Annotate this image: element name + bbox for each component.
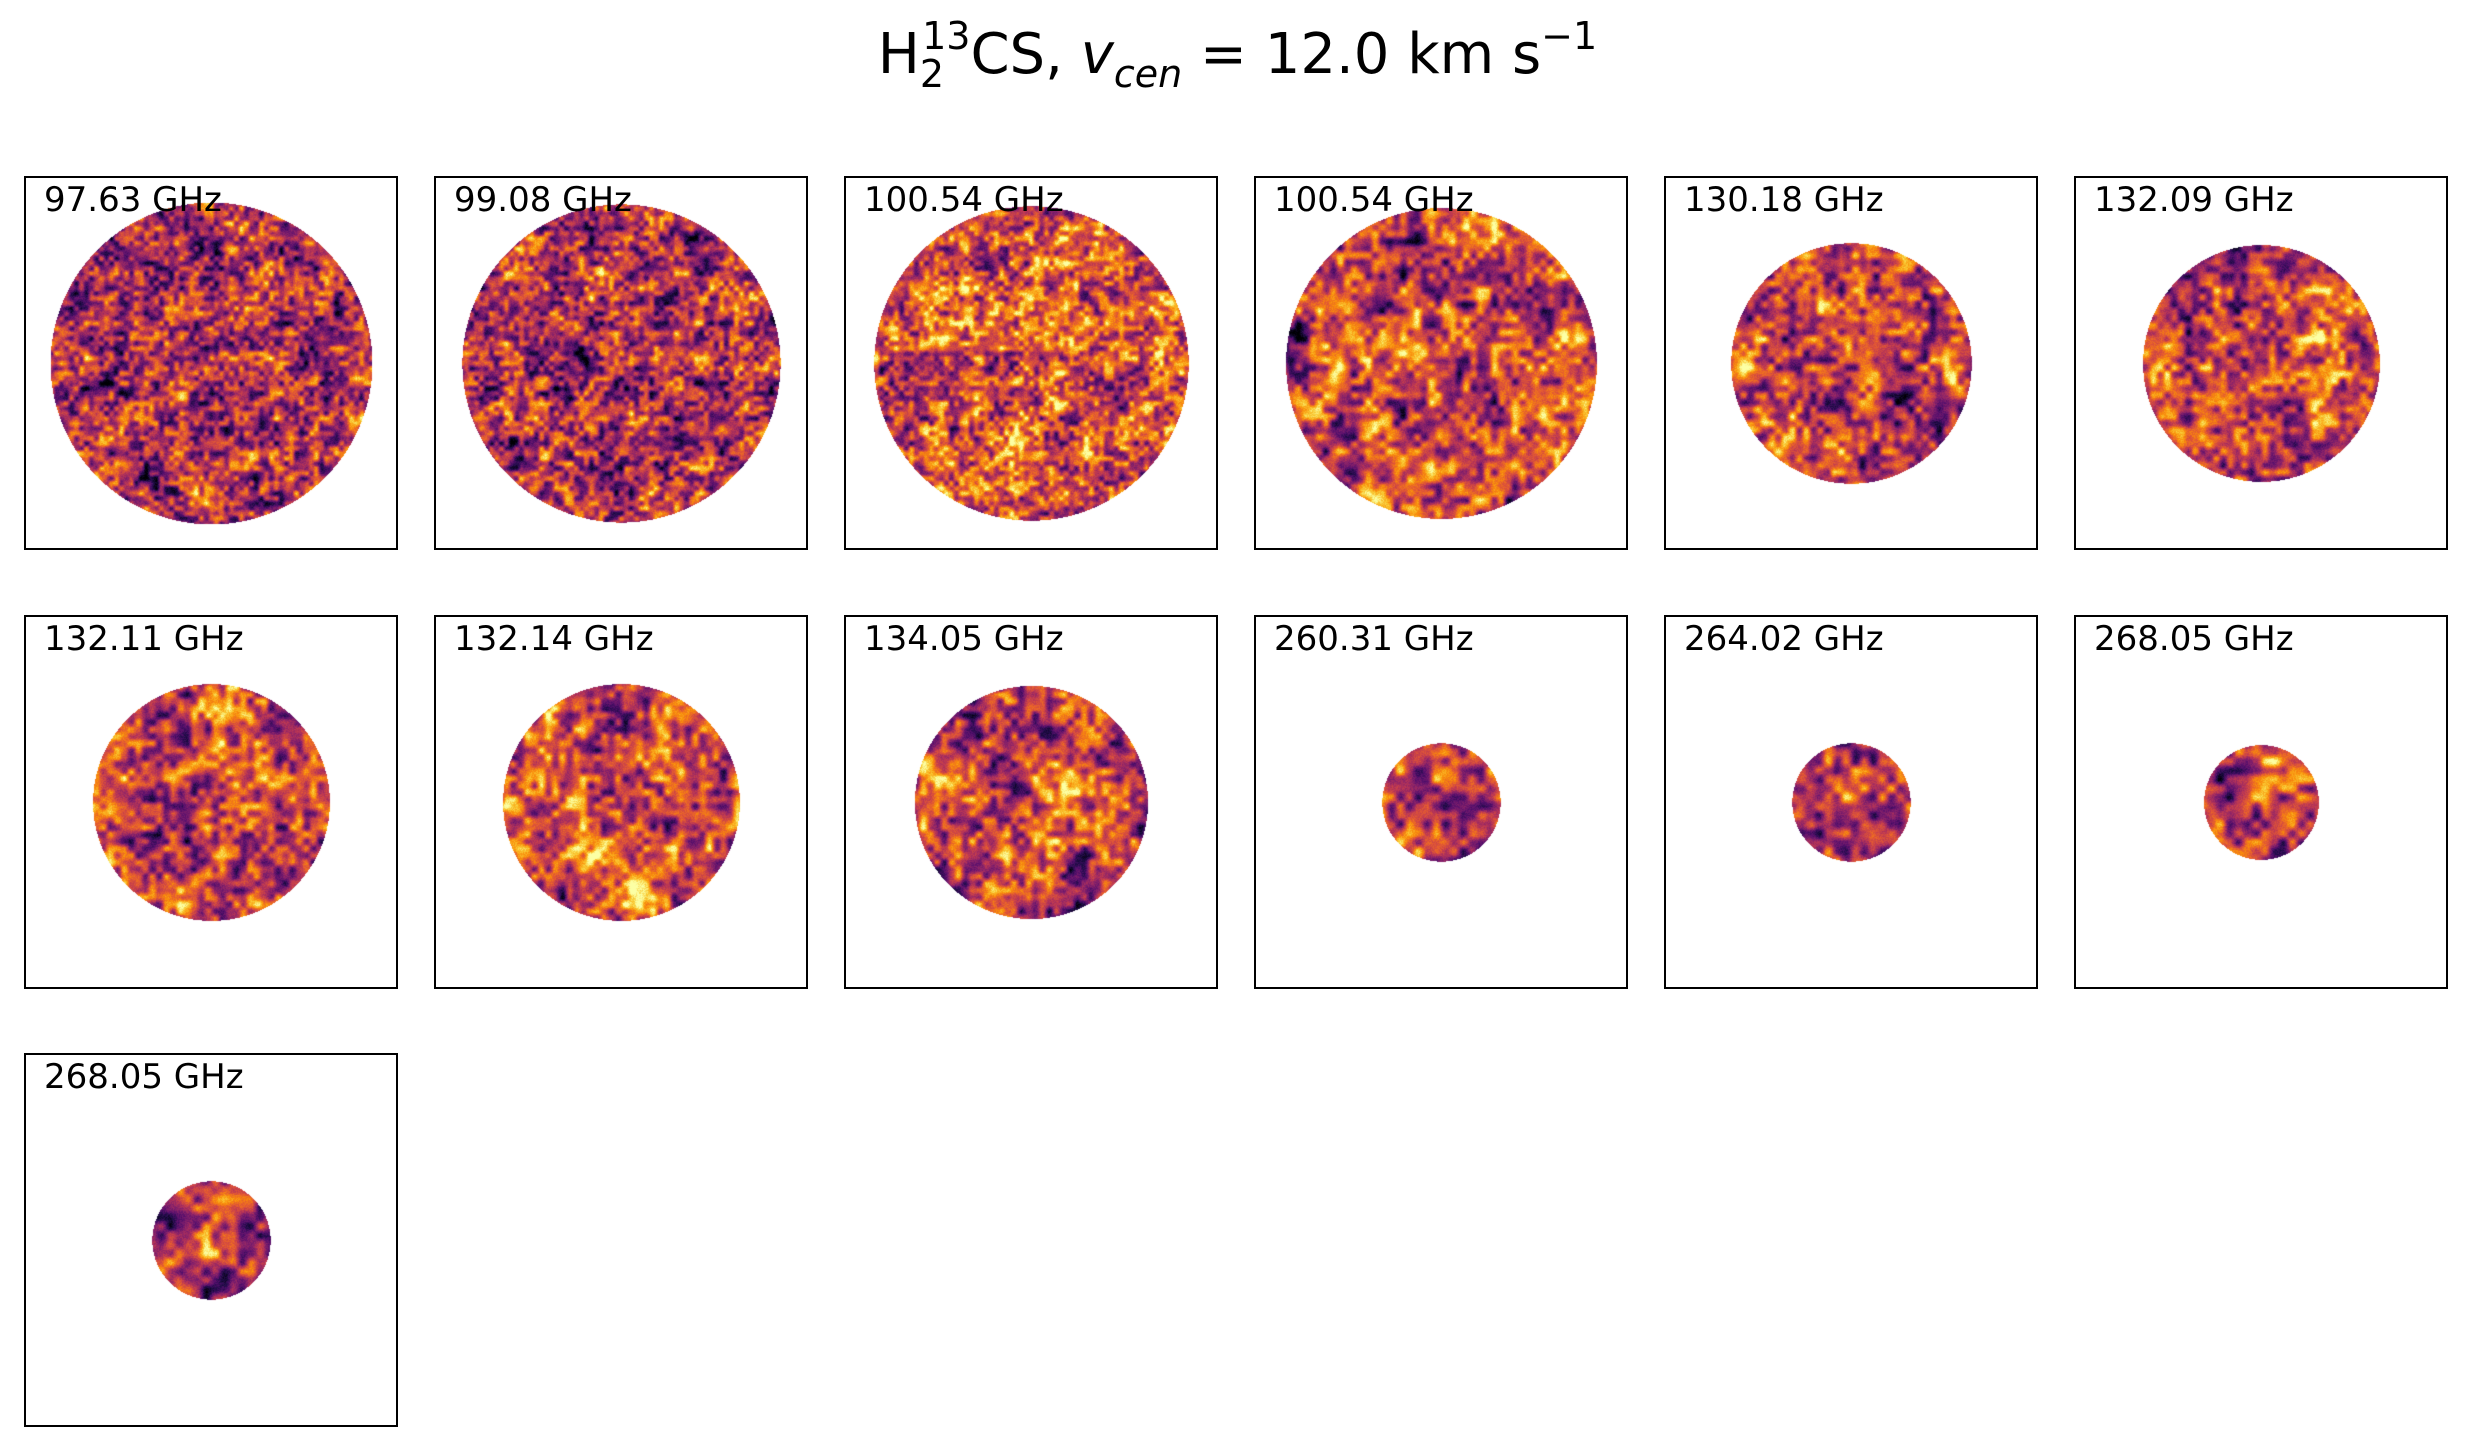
chart-title: H213CS, vcen = 12.0 km s−1 (0, 14, 2475, 96)
emission-map-disk (1256, 178, 1626, 548)
title-species-prefix: H (877, 22, 920, 87)
title-variable: v (1080, 22, 1114, 87)
panel-frequency-label: 99.08 GHz (454, 180, 632, 220)
emission-map-disk (26, 617, 396, 987)
emission-map-disk (2076, 178, 2446, 548)
emission-map-disk (26, 1055, 396, 1425)
panel-frequency-label: 260.31 GHz (1274, 619, 1474, 659)
emission-map-disk (26, 178, 396, 548)
panel-frequency-label: 132.09 GHz (2094, 180, 2294, 220)
panel-frequency-label: 268.05 GHz (44, 1057, 244, 1097)
map-panel: 264.02 GHz (1664, 615, 2038, 989)
map-panel: 132.14 GHz (434, 615, 808, 989)
emission-map-disk (1256, 617, 1626, 987)
map-panel: 97.63 GHz (24, 176, 398, 550)
panel-frequency-label: 130.18 GHz (1684, 180, 1884, 220)
title-variable-subscript: cen (1113, 52, 1183, 96)
emission-map-disk (436, 617, 806, 987)
map-panel: 268.05 GHz (2074, 615, 2448, 989)
emission-map-disk (846, 617, 1216, 987)
map-panel: 132.11 GHz (24, 615, 398, 989)
emission-map-disk (436, 178, 806, 548)
emission-map-disk (846, 178, 1216, 548)
panel-frequency-label: 132.11 GHz (44, 619, 244, 659)
title-unit-superscript: −1 (1541, 14, 1598, 58)
panel-frequency-label: 132.14 GHz (454, 619, 654, 659)
panel-frequency-label: 134.05 GHz (864, 619, 1064, 659)
panel-frequency-label: 100.54 GHz (864, 180, 1064, 220)
title-species-subscript: 2 (919, 52, 945, 96)
map-panel: 260.31 GHz (1254, 615, 1628, 989)
emission-map-disk (1666, 178, 2036, 548)
map-panel: 100.54 GHz (844, 176, 1218, 550)
emission-map-disk (1666, 617, 2036, 987)
map-panel: 99.08 GHz (434, 176, 808, 550)
panel-frequency-label: 100.54 GHz (1274, 180, 1474, 220)
title-species-superscript: 13 (922, 14, 971, 58)
map-panel: 100.54 GHz (1254, 176, 1628, 550)
emission-map-disk (2076, 617, 2446, 987)
title-species-suffix: CS, (970, 22, 1081, 87)
map-panel: 268.05 GHz (24, 1053, 398, 1427)
map-panel: 134.05 GHz (844, 615, 1218, 989)
panel-frequency-label: 268.05 GHz (2094, 619, 2294, 659)
panel-frequency-label: 264.02 GHz (1684, 619, 1884, 659)
panel-frequency-label: 97.63 GHz (44, 180, 222, 220)
map-panel: 132.09 GHz (2074, 176, 2448, 550)
map-panel: 130.18 GHz (1664, 176, 2038, 550)
title-value: = 12.0 km s (1182, 22, 1542, 87)
